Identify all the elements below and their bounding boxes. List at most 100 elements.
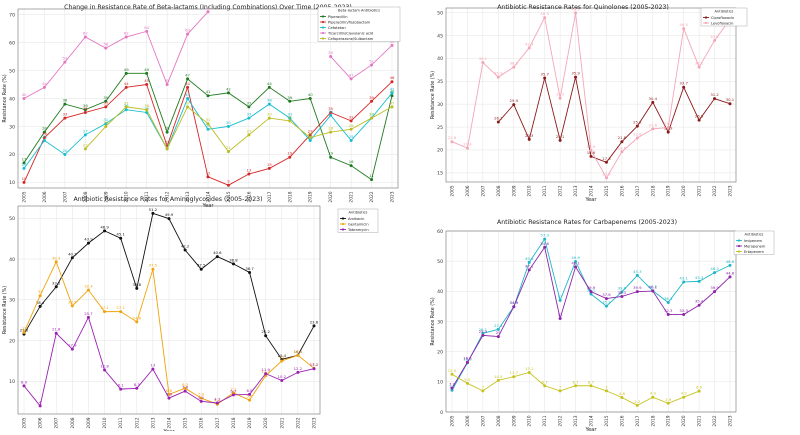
data-point bbox=[589, 290, 593, 294]
data-point bbox=[349, 127, 353, 131]
data-point bbox=[206, 175, 210, 179]
data-label: 23.6 bbox=[310, 319, 319, 324]
data-point bbox=[390, 94, 394, 98]
data-point bbox=[248, 270, 252, 274]
data-label: 5.4 bbox=[247, 394, 254, 399]
data-label: 24.6 bbox=[649, 122, 658, 127]
data-label: 38 bbox=[267, 98, 272, 103]
data-label: 39 bbox=[103, 95, 108, 100]
data-label: 10.2 bbox=[278, 374, 287, 379]
data-point bbox=[666, 401, 670, 405]
data-label: 32 bbox=[349, 114, 354, 119]
data-label: 12.5 bbox=[448, 368, 457, 373]
data-label: 37 bbox=[390, 100, 395, 105]
legend-marker bbox=[321, 20, 325, 24]
data-label: 42 bbox=[226, 86, 231, 91]
data-label: 4.9 bbox=[650, 391, 657, 396]
data-label: 45 bbox=[165, 78, 170, 83]
data-label: 17.3 bbox=[602, 156, 611, 161]
data-point bbox=[620, 290, 624, 294]
data-label: 20 bbox=[62, 148, 67, 153]
y-axis-label: Resistance Rate (%) bbox=[430, 71, 436, 119]
y-tick-label: 40 bbox=[9, 96, 15, 102]
data-point bbox=[145, 83, 149, 87]
x-tick-label: 2010 bbox=[527, 185, 533, 196]
x-tick-label: 2006 bbox=[465, 185, 471, 196]
data-point bbox=[124, 85, 128, 89]
data-label: 27.4 bbox=[494, 323, 503, 328]
data-point bbox=[42, 136, 46, 140]
y-tick-label: 15 bbox=[437, 171, 443, 177]
x-tick-label: 2012 bbox=[165, 191, 171, 202]
x-tick-label: 2023 bbox=[728, 415, 734, 426]
x-tick-label: 2017 bbox=[635, 185, 641, 196]
data-label: 41 bbox=[206, 89, 211, 94]
series-amikacin: 21.6 28.4 33.2 40.3 43.9 46.9 45.1 32.8 51.2 49.9… bbox=[20, 207, 319, 361]
data-label: 24.9 bbox=[664, 121, 673, 126]
data-point bbox=[390, 80, 394, 84]
x-axis-label: Year bbox=[585, 427, 598, 431]
x-tick-label: 2013 bbox=[573, 415, 579, 426]
data-label: 10.5 bbox=[494, 374, 503, 379]
x-tick-label: 2011 bbox=[118, 417, 124, 428]
data-point bbox=[697, 303, 701, 307]
legend-marker bbox=[321, 15, 325, 18]
data-point bbox=[651, 100, 655, 104]
data-point bbox=[527, 260, 531, 264]
series-meropenem: 7.9 16.5 25.4 25 34.9 47.1 54.6 31 48.1 39.9 37.6 3… bbox=[449, 241, 735, 390]
data-point bbox=[119, 236, 123, 240]
data-point bbox=[22, 166, 26, 170]
data-label: 33 bbox=[246, 112, 251, 117]
data-label: 39 bbox=[287, 95, 292, 100]
data-point bbox=[481, 331, 485, 335]
x-tick-label: 2016 bbox=[619, 415, 625, 426]
data-point bbox=[635, 290, 639, 294]
data-point bbox=[635, 403, 639, 407]
data-point bbox=[280, 359, 284, 363]
data-point bbox=[103, 310, 107, 314]
series-imipenem: 7.2 16.3 26.1 27.4 34.9 49.6 57.3 37 49.9 39.1 35.… bbox=[449, 233, 735, 392]
y-tick-label: 30 bbox=[437, 102, 443, 108]
data-label: 12.2 bbox=[294, 366, 303, 371]
y-tick-label: 45 bbox=[437, 33, 443, 39]
data-point bbox=[54, 285, 58, 289]
data-label: 30.1 bbox=[726, 97, 735, 102]
data-label: 22.3 bbox=[525, 133, 534, 138]
data-label: 7.2 bbox=[230, 386, 237, 391]
data-point bbox=[496, 75, 500, 79]
data-label: 42.2 bbox=[181, 244, 190, 249]
data-label: 39.9 bbox=[710, 285, 719, 290]
x-tick-label: 2012 bbox=[558, 415, 564, 426]
legend-marker bbox=[321, 26, 325, 29]
y-tick-label: 30 bbox=[9, 298, 15, 304]
data-point bbox=[42, 85, 46, 89]
data-label: 11.9 bbox=[261, 367, 270, 372]
plot-frame bbox=[17, 205, 321, 415]
x-tick-label: 2011 bbox=[144, 191, 150, 202]
data-label: 7 bbox=[482, 384, 485, 389]
data-label: 49.6 bbox=[525, 256, 534, 261]
data-label: 26.5 bbox=[695, 114, 704, 119]
data-label: 27 bbox=[83, 128, 88, 133]
data-label: 38.3 bbox=[618, 290, 627, 295]
data-point bbox=[450, 388, 454, 392]
legend-entry: Cefotetan bbox=[328, 26, 346, 30]
data-label: 44 bbox=[42, 81, 47, 86]
data-point bbox=[83, 108, 87, 112]
data-point bbox=[280, 379, 284, 383]
series-line bbox=[330, 45, 393, 80]
data-label: 29.9 bbox=[510, 98, 519, 103]
data-point bbox=[145, 29, 149, 33]
data-label: 30.4 bbox=[649, 96, 658, 101]
data-label: 22.1 bbox=[556, 134, 565, 139]
data-label: 9 bbox=[227, 179, 230, 184]
data-label: 26.1 bbox=[494, 116, 503, 121]
data-label: 47 bbox=[349, 72, 354, 77]
data-label: 13 bbox=[150, 363, 155, 368]
x-tick-label: 2014 bbox=[589, 415, 595, 426]
data-label: 32.3 bbox=[664, 308, 673, 313]
data-label: 5.9 bbox=[198, 392, 205, 397]
x-tick-label: 2013 bbox=[573, 185, 579, 196]
data-label: 7.9 bbox=[449, 382, 456, 387]
